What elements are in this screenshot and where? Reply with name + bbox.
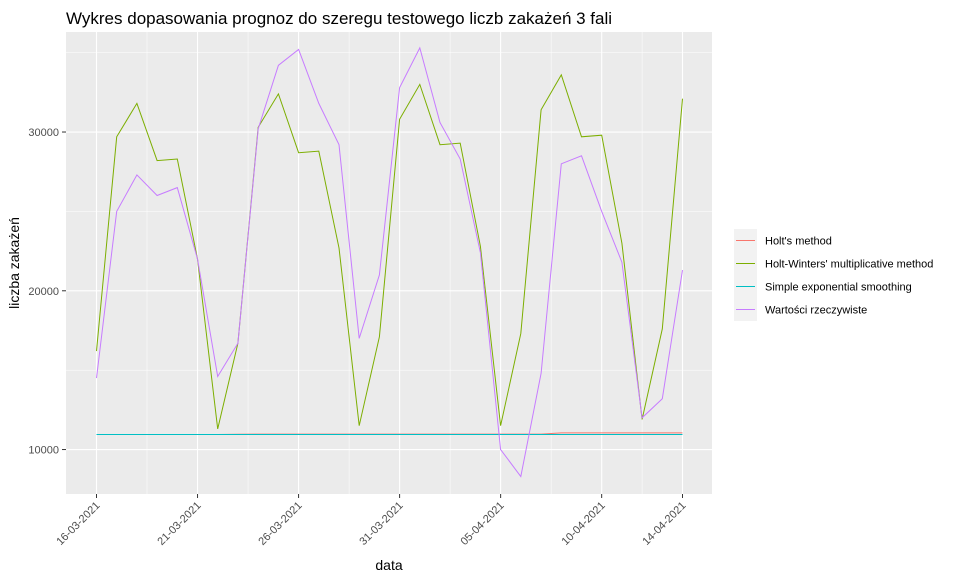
legend-label: Wartości rzeczywiste (765, 305, 867, 317)
series-line-holt-winters-multiplicative-method (96, 73, 683, 430)
y-tick-labels: 10000 20000 30000 (28, 127, 59, 457)
y-tick-label: 10000 (28, 445, 59, 457)
series-line-warto-ci-rzeczywiste (96, 46, 683, 478)
y-axis-title: liczba zakażeń (6, 217, 22, 309)
series-lines (96, 46, 683, 478)
plot-panel (66, 32, 712, 494)
legend-label: Simple exponential smoothing (765, 282, 912, 294)
y-tick-label: 30000 (28, 127, 59, 139)
y-tick-label: 20000 (28, 286, 59, 298)
legend-label: Holt's method (765, 236, 832, 248)
x-axis-title: data (375, 557, 402, 573)
axis-ticks (62, 131, 683, 498)
chart-title: Wykres dopasowania prognoz do szeregu te… (66, 9, 612, 28)
legend-label: Holt-Winters' multiplicative method (765, 259, 933, 271)
grid-minor (66, 32, 712, 494)
legend: Holt's method Holt-Winters' multiplicativ… (734, 229, 933, 321)
